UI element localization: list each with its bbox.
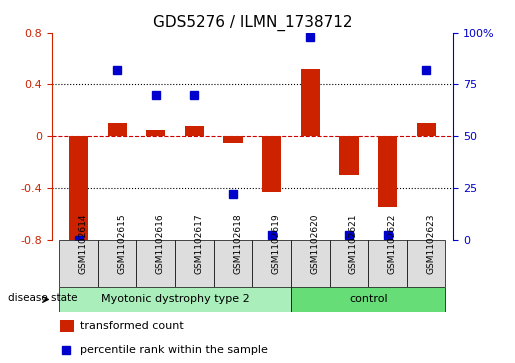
Bar — [417, 123, 436, 136]
Text: transformed count: transformed count — [80, 321, 183, 331]
Bar — [339, 136, 358, 175]
Bar — [69, 136, 88, 242]
Bar — [59, 287, 291, 312]
Text: percentile rank within the sample: percentile rank within the sample — [80, 345, 267, 355]
Bar — [59, 240, 98, 287]
Text: GSM1102618: GSM1102618 — [233, 213, 242, 274]
Text: GSM1102617: GSM1102617 — [195, 213, 203, 274]
Bar — [98, 240, 136, 287]
Text: GSM1102621: GSM1102621 — [349, 213, 358, 274]
Text: GSM1102614: GSM1102614 — [78, 213, 88, 274]
Bar — [291, 287, 445, 312]
Bar — [252, 240, 291, 287]
Text: disease state: disease state — [8, 293, 77, 303]
Bar — [224, 136, 243, 143]
Bar — [60, 320, 74, 333]
Bar — [368, 240, 407, 287]
Text: GSM1102619: GSM1102619 — [272, 213, 281, 274]
Text: GSM1102620: GSM1102620 — [311, 213, 319, 274]
Bar — [108, 123, 127, 136]
Bar — [301, 69, 320, 136]
Text: GSM1102622: GSM1102622 — [388, 213, 397, 274]
Bar — [175, 240, 214, 287]
Bar — [136, 240, 175, 287]
Text: GSM1102615: GSM1102615 — [117, 213, 126, 274]
Bar — [185, 126, 204, 136]
Bar — [291, 240, 330, 287]
Text: control: control — [349, 294, 388, 305]
Bar — [146, 130, 165, 136]
Text: Myotonic dystrophy type 2: Myotonic dystrophy type 2 — [101, 294, 249, 305]
Bar — [378, 136, 397, 207]
Bar — [262, 136, 281, 192]
Bar — [330, 240, 368, 287]
Text: GSM1102623: GSM1102623 — [426, 213, 435, 274]
Text: GSM1102616: GSM1102616 — [156, 213, 165, 274]
Title: GDS5276 / ILMN_1738712: GDS5276 / ILMN_1738712 — [152, 15, 352, 31]
Bar — [407, 240, 445, 287]
Bar — [214, 240, 252, 287]
